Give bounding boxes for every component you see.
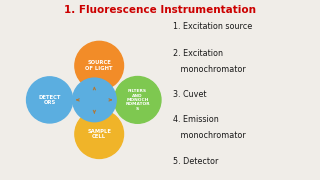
Text: monochromator: monochromator <box>173 131 245 140</box>
Text: 3. Cuvet: 3. Cuvet <box>173 90 206 99</box>
Text: DETECT
ORS: DETECT ORS <box>38 95 61 105</box>
Ellipse shape <box>75 110 124 158</box>
Text: 5. Detector: 5. Detector <box>173 157 218 166</box>
Text: 1. Fluorescence Instrumentation: 1. Fluorescence Instrumentation <box>64 5 256 15</box>
Text: SAMPLE
CELL: SAMPLE CELL <box>87 129 111 139</box>
Text: 1. Excitation source: 1. Excitation source <box>173 22 252 31</box>
Ellipse shape <box>73 78 116 122</box>
Text: 2. Excitation: 2. Excitation <box>173 49 223 58</box>
Ellipse shape <box>114 76 161 123</box>
Text: FILTERS
AND
MONOCH
ROMATOR
S: FILTERS AND MONOCH ROMATOR S <box>125 89 150 111</box>
Ellipse shape <box>75 41 124 90</box>
Text: 4. Emission: 4. Emission <box>173 115 219 124</box>
Text: monochromator: monochromator <box>173 65 245 74</box>
Ellipse shape <box>27 77 73 123</box>
Text: SOURCE
OF LIGHT: SOURCE OF LIGHT <box>85 60 113 71</box>
